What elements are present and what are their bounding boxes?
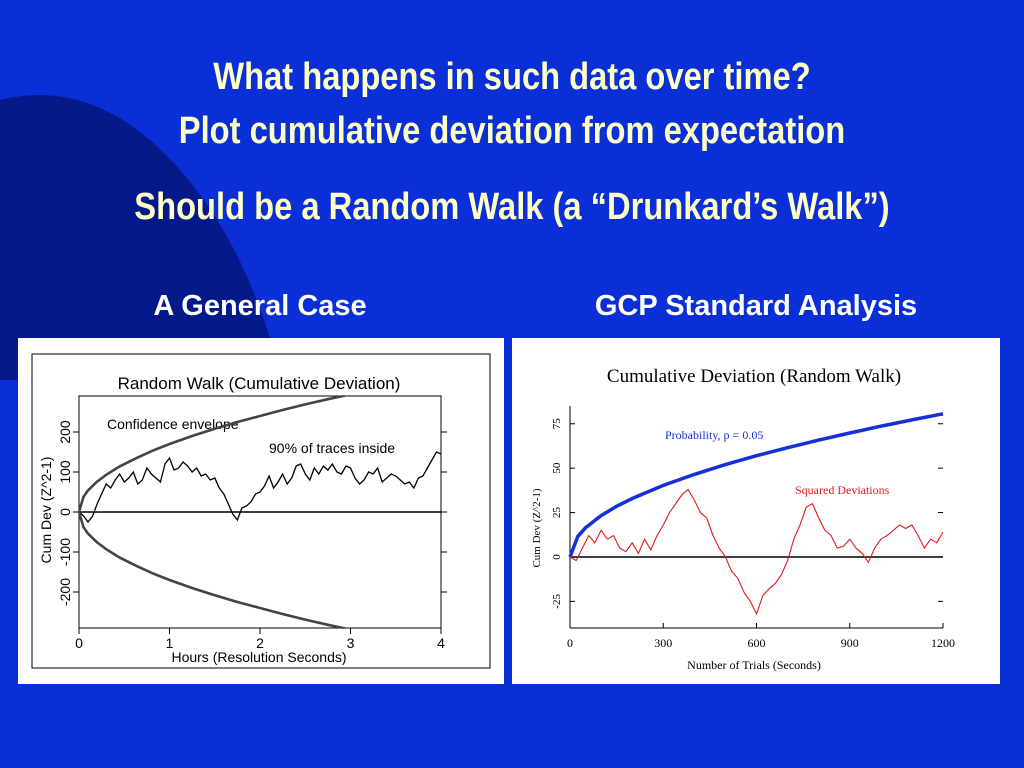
plot-area: 0 1 2 3 4 -200 -100 0 100 200 bbox=[57, 395, 447, 651]
x-tick-label: 600 bbox=[748, 636, 766, 650]
y-tick-label: 25 bbox=[551, 507, 563, 519]
x-tick-label: 300 bbox=[654, 636, 672, 650]
y-tick-label: 0 bbox=[57, 508, 73, 516]
confidence-envelope-lower bbox=[79, 511, 350, 628]
probability-curve bbox=[568, 412, 944, 558]
x-tick-label: 1200 bbox=[931, 636, 955, 650]
y-tick-label: 200 bbox=[57, 420, 73, 444]
gcp-cumulative-deviation-chart: Cumulative Deviation (Random Walk) Numbe… bbox=[531, 366, 955, 672]
random-walk-chart: Random Walk (Cumulative Deviation) Hours… bbox=[31, 353, 491, 669]
x-tick-label: 4 bbox=[437, 635, 445, 651]
y-axis-label: Cum Dev (Z^2-1) bbox=[531, 488, 543, 567]
chart-frame bbox=[31, 353, 491, 669]
annotation-confidence-envelope: Confidence envelope bbox=[107, 416, 239, 432]
y-tick-label: 100 bbox=[57, 460, 73, 484]
chart-title: Cumulative Deviation (Random Walk) bbox=[607, 366, 901, 387]
legend-probability: Probability, p = 0.05 bbox=[665, 428, 763, 442]
squared-deviations-trace bbox=[569, 488, 944, 616]
y-tick-label: -200 bbox=[57, 578, 73, 606]
x-tick-label: 2 bbox=[256, 635, 264, 651]
x-tick-label: 0 bbox=[567, 636, 573, 650]
x-tick-label: 1 bbox=[166, 635, 174, 651]
x-tick-label: 900 bbox=[841, 636, 859, 650]
chart-title: Random Walk (Cumulative Deviation) bbox=[118, 374, 401, 393]
y-tick-label: 75 bbox=[551, 418, 563, 430]
x-tick-label: 3 bbox=[347, 635, 355, 651]
annotation-traces-inside: 90% of traces inside bbox=[269, 440, 395, 456]
y-tick-label: -25 bbox=[551, 594, 563, 609]
subtitle-right: GCP Standard Analysis bbox=[594, 290, 918, 322]
title-line-2: Plot cumulative deviation from expectati… bbox=[178, 110, 846, 152]
chart-panel-left: Random Walk (Cumulative Deviation) Hours… bbox=[18, 338, 504, 684]
confidence-envelope-upper bbox=[79, 396, 350, 513]
title-line-1: What happens in such data over time? bbox=[213, 56, 811, 98]
legend-squared-deviations: Squared Deviations bbox=[795, 483, 890, 497]
y-tick-label: 0 bbox=[551, 554, 563, 560]
plot-area: 0 300 600 900 1200 -25 0 25 50 75 bbox=[551, 406, 955, 650]
x-axis-label: Hours (Resolution Seconds) bbox=[171, 649, 346, 665]
y-axis-label: Cum Dev (Z^2-1) bbox=[38, 457, 54, 564]
y-tick-label: -100 bbox=[57, 538, 73, 566]
x-axis-label: Number of Trials (Seconds) bbox=[687, 658, 821, 672]
chart-panel-right: Cumulative Deviation (Random Walk) Numbe… bbox=[512, 338, 1000, 684]
swoosh-shape bbox=[0, 95, 270, 380]
x-tick-label: 0 bbox=[75, 635, 83, 651]
random-walk-trace bbox=[79, 451, 441, 524]
title-line-3: Should be a Random Walk (a “Drunkard’s W… bbox=[134, 186, 890, 228]
y-tick-label: 50 bbox=[551, 462, 563, 474]
subtitle-left: A General Case bbox=[153, 290, 367, 322]
